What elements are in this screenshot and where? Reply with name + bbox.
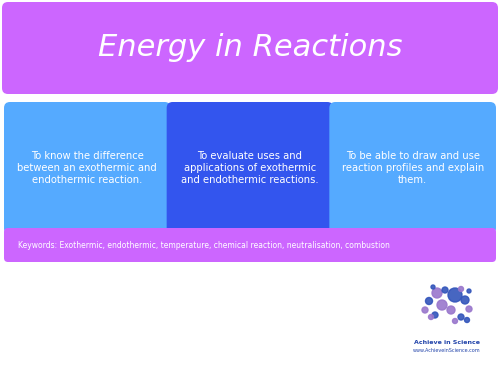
FancyBboxPatch shape <box>166 102 334 234</box>
Text: To evaluate uses and
applications of exothermic
and endothermic reactions.: To evaluate uses and applications of exo… <box>181 152 319 184</box>
FancyBboxPatch shape <box>2 2 498 94</box>
FancyBboxPatch shape <box>330 102 496 234</box>
Circle shape <box>426 297 432 304</box>
Circle shape <box>452 318 458 324</box>
Circle shape <box>442 287 448 293</box>
Circle shape <box>428 315 434 320</box>
FancyBboxPatch shape <box>4 228 496 262</box>
Text: Achieve in Science: Achieve in Science <box>414 340 480 345</box>
Circle shape <box>461 296 469 304</box>
Circle shape <box>448 288 462 302</box>
Circle shape <box>437 300 447 310</box>
Text: To know the difference
between an exothermic and
endothermic reaction.: To know the difference between an exothe… <box>18 152 157 184</box>
Text: Energy in Reactions: Energy in Reactions <box>98 33 402 63</box>
Circle shape <box>466 306 472 312</box>
Circle shape <box>422 307 428 313</box>
Circle shape <box>432 312 438 318</box>
FancyBboxPatch shape <box>4 102 170 234</box>
Text: Keywords: Exothermic, endothermic, temperature, chemical reaction, neutralisatio: Keywords: Exothermic, endothermic, tempe… <box>18 240 390 249</box>
Text: www.AchieveinScience.com: www.AchieveinScience.com <box>413 348 481 352</box>
Circle shape <box>431 285 435 289</box>
Text: To be able to draw and use
reaction profiles and explain
them.: To be able to draw and use reaction prof… <box>342 152 484 184</box>
Circle shape <box>464 318 469 322</box>
Circle shape <box>458 314 464 320</box>
Circle shape <box>458 286 464 291</box>
Circle shape <box>467 289 471 293</box>
Circle shape <box>447 306 455 314</box>
Circle shape <box>432 288 442 298</box>
